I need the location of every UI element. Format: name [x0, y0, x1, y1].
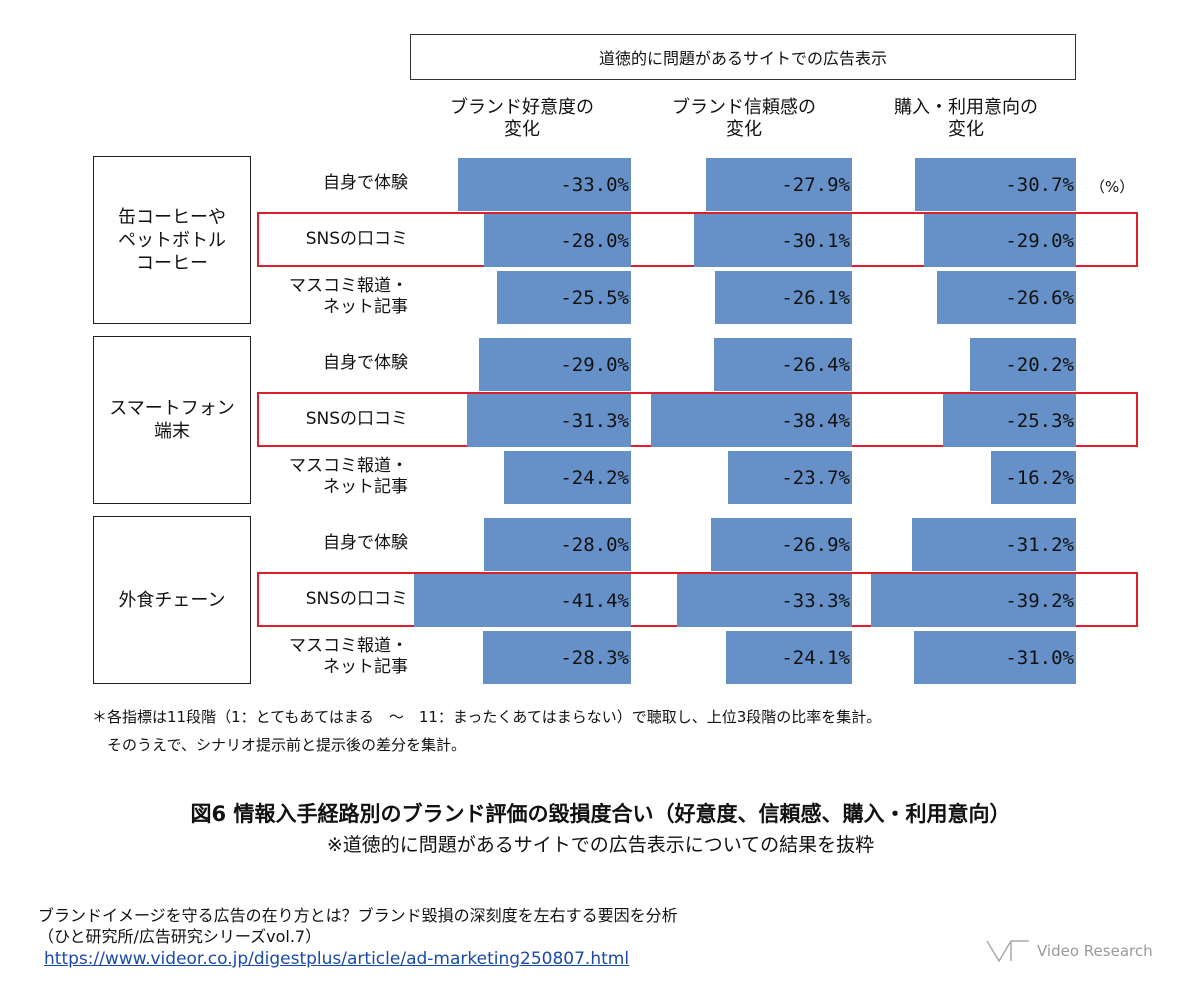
- row-label-1-1: SNSの口コミ: [305, 409, 408, 429]
- bar-value-label-1-2-1: -23.7%: [781, 466, 850, 489]
- bar-value-label-0-1-0: -28.0%: [560, 229, 629, 252]
- bar-value-label-0-0-1: -27.9%: [781, 173, 850, 196]
- bar-2-0-1: [711, 518, 852, 571]
- bar-0-1-1: [694, 214, 852, 267]
- bar-value-label-1-1-1: -38.4%: [781, 409, 850, 432]
- bar-1-1-0: [466, 394, 631, 447]
- bar-value-label-2-1-0: -41.4%: [560, 589, 629, 612]
- bar-2-1-0: [414, 574, 631, 627]
- row-label-2-1: SNSの口コミ: [305, 589, 408, 609]
- bar-value-label-1-2-0: -24.2%: [560, 466, 629, 489]
- bar-value-label-0-1-2: -29.0%: [1005, 229, 1074, 252]
- bar-value-label-0-2-1: -26.1%: [781, 286, 850, 309]
- unit-label: （%）: [1090, 178, 1135, 196]
- bar-0-0-0: [458, 158, 631, 211]
- bar-value-label-1-0-0: -29.0%: [560, 353, 629, 376]
- bar-0-1-2: [923, 214, 1076, 267]
- bar-0-2-1: [715, 271, 852, 324]
- column-header-trust: ブランド信頼感の 変化: [672, 97, 816, 140]
- bar-0-1-0: [484, 214, 631, 267]
- row-label-1-0: 自身で体験: [323, 353, 408, 373]
- row-label-2-2: マスコミ報道・ ネット記事: [289, 636, 408, 677]
- row-label-0-1: SNSの口コミ: [305, 229, 408, 249]
- bar-value-label-1-0-1: -26.4%: [781, 353, 850, 376]
- bar-value-label-0-2-2: -26.6%: [1005, 286, 1074, 309]
- bar-2-0-0: [484, 518, 631, 571]
- bar-value-label-1-0-2: -20.2%: [1005, 353, 1074, 376]
- header-banner: 道徳的に問題があるサイトでの広告表示: [410, 34, 1076, 80]
- source-line-2: （ひと研究所/広告研究シリーズvol.7）: [38, 927, 322, 946]
- bar-0-0-1: [705, 158, 852, 211]
- bar-2-2-2: [913, 631, 1076, 684]
- bar-2-0-2: [912, 518, 1076, 571]
- source-link[interactable]: https://www.videor.co.jp/digestplus/arti…: [44, 949, 630, 969]
- bar-value-label-0-1-1: -30.1%: [781, 229, 850, 252]
- bar-1-2-0: [504, 451, 631, 504]
- bar-value-label-0-0-2: -30.7%: [1005, 173, 1074, 196]
- bar-value-label-1-1-2: -25.3%: [1005, 409, 1074, 432]
- bar-value-label-2-2-0: -28.3%: [560, 646, 629, 669]
- bar-1-0-1: [713, 338, 852, 391]
- bar-2-1-1: [677, 574, 852, 627]
- bar-value-label-2-1-2: -39.2%: [1005, 589, 1074, 612]
- row-label-1-2: マスコミ報道・ ネット記事: [289, 456, 408, 497]
- footnote-line-1: ＊各指標は11段階（1：とてもあてはまる ～ 11：まったくあてはまらない）で聴…: [92, 708, 882, 726]
- bar-value-label-2-0-0: -28.0%: [560, 533, 629, 556]
- bar-1-1-1: [650, 394, 852, 447]
- bar-1-1-2: [943, 394, 1076, 447]
- row-label-0-0: 自身で体験: [323, 173, 408, 193]
- bar-1-0-0: [478, 338, 631, 391]
- source-line-1: ブランドイメージを守る広告の在り方とは？ブランド毀損の深刻度を左右する要因を分析: [38, 906, 678, 925]
- bar-0-2-0: [497, 271, 631, 324]
- figure-title: 図6 情報入手経路別のブランド評価の毀損度合い（好意度、信頼感、購入・利用意向）: [190, 802, 1011, 826]
- footnote-line-2: そのうえで、シナリオ提示前と提示後の差分を集計。: [92, 736, 466, 754]
- row-label-0-2: マスコミ報道・ ネット記事: [289, 276, 408, 317]
- bar-value-label-2-0-1: -26.9%: [781, 533, 850, 556]
- bar-value-label-0-0-0: -33.0%: [560, 173, 629, 196]
- bar-value-label-2-2-2: -31.0%: [1005, 646, 1074, 669]
- column-header-purchase: 購入・利用意向の 変化: [894, 97, 1038, 140]
- bar-value-label-0-2-0: -25.5%: [560, 286, 629, 309]
- video-research-logo: Video Research: [985, 938, 1153, 964]
- bar-1-0-2: [970, 338, 1076, 391]
- vr-logo-icon: [986, 940, 1029, 963]
- bar-0-0-2: [915, 158, 1076, 211]
- bar-1-2-2: [991, 451, 1076, 504]
- bar-value-label-1-2-2: -16.2%: [1005, 466, 1074, 489]
- column-header-favorability: ブランド好意度の 変化: [450, 97, 594, 140]
- bar-2-2-0: [482, 631, 631, 684]
- group-label-0: 缶コーヒーや ペットボトル コーヒー: [93, 156, 251, 324]
- bar-2-2-1: [725, 631, 852, 684]
- row-label-2-0: 自身で体験: [323, 533, 408, 553]
- figure-subtitle: ※道徳的に問題があるサイトでの広告表示についての結果を抜粋: [326, 834, 875, 856]
- group-label-1: スマートフォン 端末: [93, 336, 251, 504]
- bar-value-label-2-2-1: -24.1%: [781, 646, 850, 669]
- bar-value-label-2-0-2: -31.2%: [1005, 533, 1074, 556]
- bar-value-label-2-1-1: -33.3%: [781, 589, 850, 612]
- bar-value-label-1-1-0: -31.3%: [560, 409, 629, 432]
- bar-0-2-2: [936, 271, 1076, 324]
- bar-2-1-2: [870, 574, 1076, 627]
- group-label-2: 外食チェーン: [93, 516, 251, 684]
- bar-1-2-1: [727, 451, 852, 504]
- logo-text: Video Research: [1037, 942, 1153, 960]
